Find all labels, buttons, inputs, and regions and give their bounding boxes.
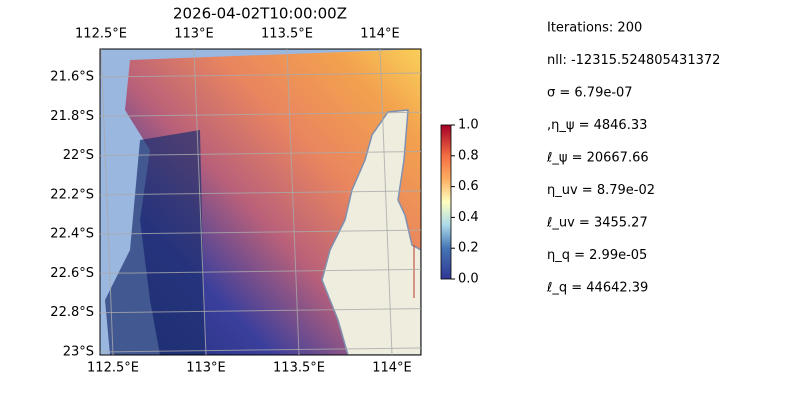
annotation: η_uv = 8.79e-02 xyxy=(547,183,655,198)
annotation: η_q = 2.99e-05 xyxy=(547,248,647,263)
annotation: ℓ_uv = 3455.27 xyxy=(546,216,648,231)
lat-label: 23°S xyxy=(63,344,94,359)
colorbar-tick-label: 0.6 xyxy=(458,179,479,194)
colorbar-tick-label: 0.8 xyxy=(458,148,479,163)
lon-label-top: 113°E xyxy=(174,27,214,42)
grid-line xyxy=(379,48,393,356)
lat-label: 22.4°S xyxy=(50,227,94,242)
lat-label: 22°S xyxy=(63,148,94,163)
lon-label-bottom: 114°E xyxy=(372,361,412,376)
heatmap-dark xyxy=(105,130,205,355)
grid-line xyxy=(99,347,422,353)
annotation: ,η_ψ = 4846.33 xyxy=(547,118,647,133)
grid-line xyxy=(193,48,207,356)
grid-line xyxy=(99,229,422,235)
annotation: σ = 6.79e-07 xyxy=(547,86,633,101)
grid-line xyxy=(100,48,114,356)
lon-label-bottom: 112.5°E xyxy=(87,361,139,376)
map-area xyxy=(100,49,421,355)
lat-label: 22.2°S xyxy=(50,187,94,202)
grid-line xyxy=(99,268,422,274)
grid-line xyxy=(286,48,300,356)
colorbar xyxy=(440,124,452,280)
annotation: Iterations: 200 xyxy=(547,21,642,36)
colorbar-tick-label: 0.2 xyxy=(458,241,479,256)
grid-line xyxy=(99,151,422,157)
colorbar-tick-label: 1.0 xyxy=(458,118,479,133)
colorbar-tick-label: 0.4 xyxy=(458,210,479,225)
map-title: 2026-04-02T10:00:00Z xyxy=(173,5,347,23)
lat-label: 21.6°S xyxy=(50,70,94,85)
grid-line xyxy=(99,308,422,314)
grid-line xyxy=(99,72,422,78)
land xyxy=(321,109,421,355)
colorbar-tick-label: 0.0 xyxy=(458,272,479,287)
lon-label-top: 113.5°E xyxy=(261,27,313,42)
grid-line xyxy=(99,111,422,117)
lat-label: 21.8°S xyxy=(50,109,94,124)
lon-label-top: 114°E xyxy=(360,27,400,42)
annotation: ℓ_q = 44642.39 xyxy=(546,281,648,296)
lat-label: 22.8°S xyxy=(50,305,94,320)
grid-line xyxy=(99,190,422,196)
axes-frame xyxy=(99,48,422,356)
annotation: nll: -12315.524805431372 xyxy=(547,53,720,68)
lon-label-top: 112.5°E xyxy=(75,27,127,42)
lon-label-bottom: 113°E xyxy=(186,361,226,376)
annotation: ℓ_ψ = 20667.66 xyxy=(546,151,649,166)
lon-label-bottom: 113.5°E xyxy=(273,361,325,376)
lat-label: 22.6°S xyxy=(50,266,94,281)
